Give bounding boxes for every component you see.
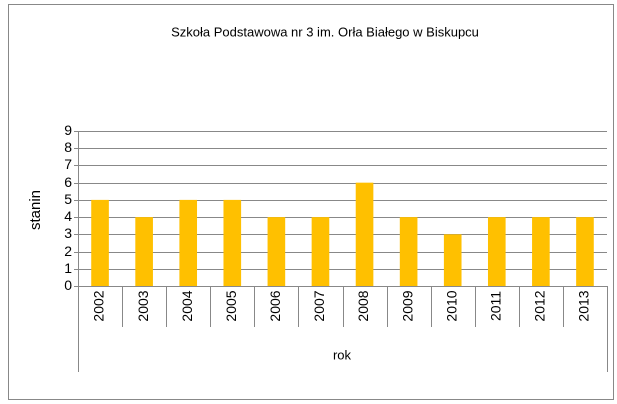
bar <box>487 217 506 286</box>
bar <box>223 199 242 286</box>
bar <box>532 217 550 286</box>
y-tick-label: 7 <box>64 156 72 172</box>
x-tick-label: 2012 <box>532 290 548 321</box>
bar <box>91 199 109 286</box>
y-tick-label: 3 <box>64 225 72 241</box>
y-tick-label: 4 <box>64 208 72 224</box>
bar <box>576 217 594 286</box>
y-tick-label: 2 <box>64 243 72 259</box>
bar <box>267 217 286 286</box>
x-tick-label: 2004 <box>179 290 195 321</box>
chart-title: Szkoła Podstawowa nr 3 im. Orła Białego … <box>171 24 479 39</box>
x-tick-label: 2009 <box>399 290 415 321</box>
x-tick-label: 2010 <box>443 290 459 321</box>
x-tick-label: 2007 <box>311 290 327 321</box>
y-tick-label: 5 <box>64 191 72 207</box>
x-tick-label: 2005 <box>223 290 239 321</box>
x-tick-label: 2002 <box>91 290 107 321</box>
x-tick-label: 2003 <box>135 290 151 321</box>
bar <box>179 199 198 286</box>
y-tick-label: 8 <box>64 139 72 155</box>
y-tick-label: 0 <box>64 277 72 293</box>
x-tick-label: 2011 <box>487 291 503 321</box>
bar <box>135 217 153 286</box>
bar <box>399 217 418 286</box>
x-axis-label: rok <box>333 347 352 362</box>
y-axis-label: stanin <box>27 190 44 230</box>
x-tick-label: 2008 <box>355 290 371 321</box>
bar <box>443 234 462 286</box>
y-tick-label: 1 <box>64 260 72 276</box>
y-tick-label: 9 <box>64 122 72 138</box>
bar <box>311 217 330 286</box>
x-tick-label: 2006 <box>267 290 283 321</box>
x-tick-label: 2013 <box>576 290 592 321</box>
y-tick-label: 6 <box>64 174 72 190</box>
chart-border <box>8 4 614 400</box>
bar <box>355 182 374 286</box>
